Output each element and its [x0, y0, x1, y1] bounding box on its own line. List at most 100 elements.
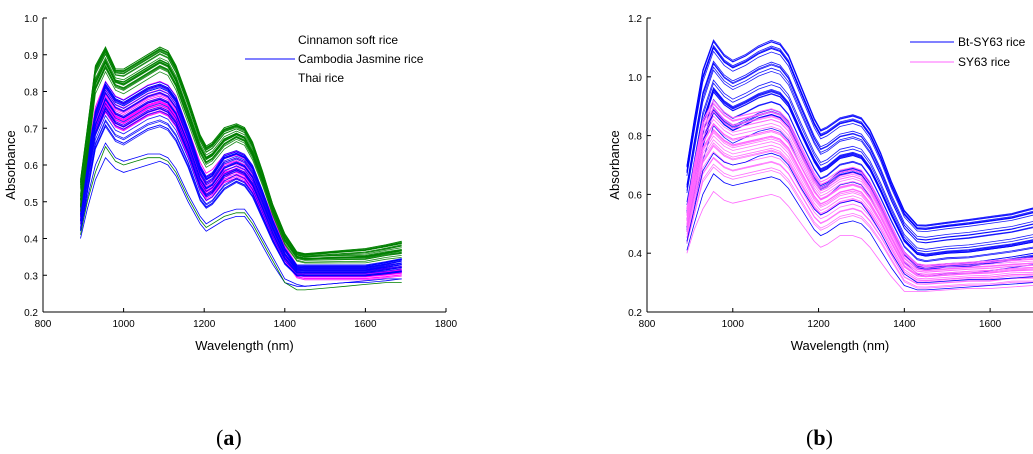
- spectrum-line-cambodia-jasmine-rice: [80, 119, 402, 276]
- x-tick-label: 1000: [722, 319, 745, 330]
- plot-area: [686, 39, 1033, 292]
- spectrum-line-bt-sy63-rice: [686, 99, 1033, 263]
- x-tick-label: 1200: [193, 319, 216, 330]
- legend-label: Cinnamon soft rice: [298, 33, 398, 47]
- caption-b-close: ): [825, 425, 833, 450]
- caption-a: (a): [216, 425, 242, 451]
- y-tick-label: 1.0: [24, 14, 38, 25]
- spectrum-line-cambodia-jasmine-rice: [80, 91, 402, 268]
- chart-panel-a: 0.2 0.3 0.4 0.5 0.6 0.7 0.8 0.9 1.0 800 1000 1200 14…: [0, 0, 470, 360]
- spectrum-line-bt-sy63-rice: [686, 39, 1033, 226]
- x-axis-label: Wavelength (nm): [791, 338, 890, 353]
- spectrum-line-sy63-rice: [686, 132, 1033, 278]
- spectrum-line-sy63-rice: [686, 163, 1033, 288]
- x-tick-label: 1600: [354, 319, 377, 330]
- y-tick-label: 0.4: [628, 249, 642, 260]
- caption-b-open: (: [806, 425, 814, 450]
- spectrum-line-thai-rice: [80, 59, 402, 259]
- spectrum-line-sy63-rice: [686, 139, 1033, 280]
- x-tick-label: 1800: [435, 319, 458, 330]
- caption-a-close: ): [234, 425, 242, 450]
- spectrum-line-bt-sy63-rice: [686, 87, 1033, 256]
- spectrum-line-sy63-rice: [686, 107, 1033, 271]
- spectrum-line-sy63-rice: [686, 103, 1033, 267]
- spectrum-line-sy63-rice: [686, 99, 1033, 266]
- spectrum-line-thai-rice: [80, 58, 402, 260]
- spectrum-line-sy63-rice: [686, 145, 1033, 281]
- y-tick-label: 0.6: [628, 190, 642, 201]
- caption-b: (b): [806, 425, 833, 451]
- y-tick-label: 0.2: [628, 308, 642, 319]
- spectrum-line-sy63-rice: [686, 103, 1033, 267]
- spectrum-line-thai-rice: [80, 60, 402, 258]
- chart-panel-b: 0.2 0.4 0.6 0.8 1.0 1.2 800 1000 1200 1400 1600 Wav…: [590, 0, 1033, 360]
- spectrum-line-bt-sy63-rice: [686, 60, 1033, 238]
- spectrum-outlier-line: [686, 190, 1033, 292]
- x-tick-label: 1400: [893, 319, 916, 330]
- spectrum-line-sy63-rice: [686, 106, 1033, 269]
- spectrum-outlier-line: [686, 173, 1033, 291]
- chart-a: 0.2 0.3 0.4 0.5 0.6 0.7 0.8 0.9 1.0 800 1000 1200 14…: [3, 14, 458, 353]
- spectrum-line-bt-sy63-rice: [686, 40, 1033, 227]
- spectrum-line-sy63-rice: [686, 128, 1033, 277]
- plot-area: [80, 46, 402, 291]
- chart-b: 0.2 0.4 0.6 0.8 1.0 1.2 800 1000 1200 1400 1600 Wav…: [607, 14, 1033, 353]
- y-tick-label: 0.8: [24, 88, 38, 99]
- spectrum-line-cambodia-jasmine-rice: [80, 83, 402, 267]
- y-tick-label: 0.9: [24, 51, 38, 62]
- spectrum-line-thai-rice: [80, 66, 402, 261]
- y-axis-label: Absorbance: [607, 130, 622, 199]
- x-axis-label: Wavelength (nm): [195, 338, 294, 353]
- y-tick-label: 0.2: [24, 308, 38, 319]
- spectrum-line-cambodia-jasmine-rice: [80, 97, 402, 270]
- spectrum-line-sy63-rice: [686, 122, 1033, 273]
- spectrum-outlier-line: [80, 142, 402, 287]
- spectrum-line-cinnamon-soft-rice: [80, 97, 402, 276]
- spectrum-line-thai-rice: [80, 65, 402, 259]
- spectrum-line-thai-rice: [80, 64, 402, 261]
- spectrum-line-bt-sy63-rice: [686, 46, 1033, 230]
- y-tick-label: 0.3: [24, 271, 38, 282]
- spectrum-line-bt-sy63-rice: [686, 79, 1033, 250]
- spectrum-line-bt-sy63-rice: [686, 44, 1033, 229]
- spectrum-line-cambodia-jasmine-rice: [80, 124, 402, 276]
- spectrum-line-bt-sy63-rice: [686, 66, 1033, 244]
- spectrum-line-bt-sy63-rice: [686, 90, 1033, 257]
- x-tick-label: 1200: [807, 319, 830, 330]
- spectrum-line-cinnamon-soft-rice: [80, 98, 402, 274]
- caption-b-letter: b: [813, 425, 826, 450]
- y-tick-label: 0.4: [24, 235, 38, 246]
- legend-label: Cambodia Jasmine rice: [298, 52, 424, 66]
- spectrum-line-cambodia-jasmine-rice: [80, 105, 402, 272]
- spectrum-outlier-line: [80, 145, 402, 291]
- y-tick-label: 1.0: [628, 73, 642, 84]
- y-tick-label: 1.2: [628, 14, 642, 25]
- spectrum-line-cinnamon-soft-rice: [80, 111, 402, 281]
- spectrum-line-cambodia-jasmine-rice: [80, 86, 402, 267]
- spectrum-line-sy63-rice: [686, 142, 1033, 282]
- spectrum-line-bt-sy63-rice: [686, 63, 1033, 241]
- legend-label: Thai rice: [298, 71, 344, 85]
- spectrum-line-cambodia-jasmine-rice: [80, 124, 402, 277]
- spectrum-line-sy63-rice: [686, 157, 1033, 285]
- y-axis-label: Absorbance: [3, 130, 18, 199]
- x-tick-label: 1600: [979, 319, 1002, 330]
- spectrum-line-cambodia-jasmine-rice: [80, 107, 402, 273]
- spectrum-line-sy63-rice: [686, 156, 1033, 285]
- spectrum-line-bt-sy63-rice: [686, 46, 1033, 230]
- spectrum-line-bt-sy63-rice: [686, 69, 1033, 244]
- spectrum-line-cinnamon-soft-rice: [80, 101, 402, 278]
- y-tick-label: 0.6: [24, 161, 38, 172]
- x-tick-label: 800: [35, 319, 52, 330]
- legend-label: SY63 rice: [958, 55, 1010, 69]
- spectrum-line-thai-rice: [80, 47, 402, 256]
- spectrum-line-sy63-rice: [686, 124, 1033, 275]
- spectrum-line-sy63-rice: [686, 99, 1033, 266]
- x-tick-label: 1000: [112, 319, 135, 330]
- spectrum-line-sy63-rice: [686, 144, 1033, 282]
- spectrum-line-bt-sy63-rice: [686, 82, 1033, 253]
- spectrum-line-cambodia-jasmine-rice: [80, 98, 402, 271]
- spectrum-outlier-line: [686, 152, 1033, 284]
- caption-a-letter: a: [223, 425, 235, 450]
- spectrum-line-bt-sy63-rice: [686, 86, 1033, 255]
